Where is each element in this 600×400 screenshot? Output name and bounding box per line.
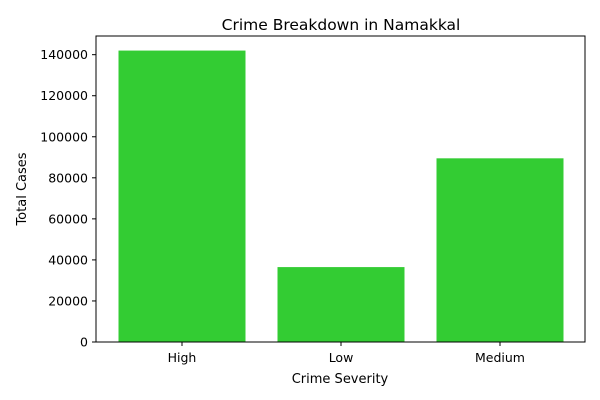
- y-axis-label: Total Cases: [15, 152, 30, 226]
- bar-high: [118, 50, 246, 342]
- plot-frame: [95, 35, 586, 343]
- y-tick-label: 80000: [48, 170, 88, 185]
- y-tick-label: 100000: [40, 129, 88, 144]
- chart-title: Crime Breakdown in Namakkal: [222, 16, 461, 34]
- x-tick-label: Medium: [475, 350, 525, 365]
- y-tick-label: 0: [80, 335, 88, 350]
- x-tick-label: High: [168, 350, 197, 365]
- x-axis-label: Crime Severity: [292, 372, 389, 387]
- bar-low: [277, 267, 405, 342]
- plot-area: High Low Medium 0 20000 40000 60000 80000 100000…: [40, 47, 564, 365]
- y-tick-label: 40000: [48, 252, 88, 267]
- y-tick-label: 140000: [40, 47, 88, 62]
- bar-medium: [436, 158, 564, 342]
- y-tick-label: 20000: [48, 293, 88, 308]
- y-tick-label: 120000: [40, 88, 88, 103]
- y-tick-label: 60000: [48, 211, 88, 226]
- x-tick-label: Low: [329, 350, 354, 365]
